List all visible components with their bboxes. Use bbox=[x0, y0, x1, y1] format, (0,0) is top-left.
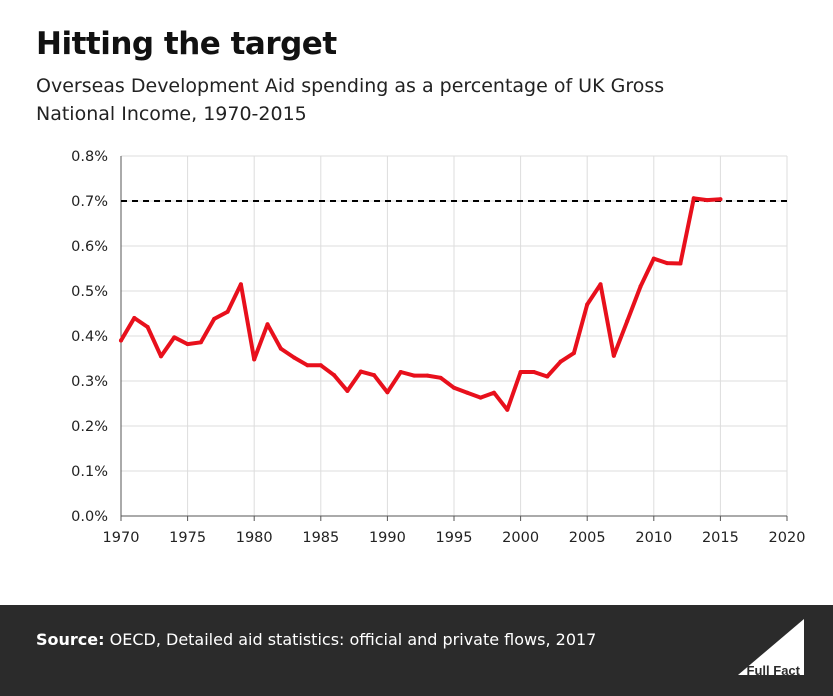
chart-title: Hitting the target bbox=[36, 26, 337, 62]
data-point bbox=[531, 370, 536, 374]
data-point bbox=[119, 338, 123, 343]
data-point bbox=[651, 256, 656, 261]
y-tick-label: 0.2% bbox=[71, 419, 108, 435]
data-point bbox=[452, 385, 456, 390]
data-point bbox=[558, 359, 563, 364]
y-tick-label: 0.4% bbox=[71, 329, 108, 345]
x-tick-label: 1995 bbox=[436, 530, 473, 546]
x-tick-label: 2005 bbox=[569, 530, 606, 546]
data-point bbox=[385, 390, 390, 395]
axes bbox=[120, 156, 788, 521]
source-label: Source: bbox=[36, 630, 105, 649]
series-layer bbox=[119, 196, 723, 412]
data-point bbox=[372, 373, 377, 378]
data-point bbox=[132, 316, 137, 320]
y-tick-label: 0.8% bbox=[71, 149, 108, 165]
full-fact-logo: Full Fact bbox=[730, 619, 804, 683]
data-point bbox=[571, 351, 576, 356]
data-point bbox=[358, 369, 363, 374]
data-point bbox=[625, 319, 630, 324]
logo-triangle-icon bbox=[738, 619, 804, 675]
data-point bbox=[665, 261, 670, 266]
line-chart: 0.0% 0.1% 0.2% 0.3% 0.4% 0.5% 0.6% 0.7% 0.8% 197… bbox=[71, 149, 806, 546]
data-point bbox=[265, 322, 270, 327]
data-point bbox=[198, 340, 203, 345]
x-tick-label: 2015 bbox=[702, 530, 739, 546]
chart-subtitle: Overseas Development Aid spending as a p… bbox=[36, 75, 665, 125]
y-tick-label: 0.0% bbox=[71, 509, 108, 525]
x-tick-label: 1980 bbox=[236, 530, 273, 546]
x-tick-label: 1975 bbox=[169, 530, 206, 546]
logo-text: Full Fact bbox=[746, 663, 800, 678]
y-tick-label: 0.6% bbox=[71, 239, 108, 255]
data-point bbox=[332, 373, 337, 378]
y-tick-label: 0.3% bbox=[71, 374, 108, 390]
data-point bbox=[305, 363, 310, 368]
y-tick-labels: 0.0% 0.1% 0.2% 0.3% 0.4% 0.5% 0.6% 0.7% 0.8% bbox=[71, 149, 108, 525]
x-tick-label: 2010 bbox=[635, 530, 672, 546]
x-tick-label: 1970 bbox=[103, 530, 140, 546]
data-point bbox=[638, 284, 643, 289]
x-tick-label: 2020 bbox=[769, 530, 806, 546]
data-point bbox=[212, 316, 217, 321]
y-tick-label: 0.5% bbox=[71, 284, 108, 300]
x-tick-label: 1985 bbox=[302, 530, 339, 546]
data-point bbox=[505, 407, 510, 412]
data-point bbox=[438, 375, 443, 380]
x-tick-label: 2000 bbox=[502, 530, 539, 546]
data-point bbox=[705, 198, 710, 203]
data-point bbox=[691, 196, 696, 201]
data-point bbox=[598, 282, 603, 287]
data-point bbox=[345, 388, 350, 393]
data-point bbox=[185, 342, 190, 347]
data-point bbox=[278, 346, 283, 351]
data-point bbox=[225, 309, 230, 314]
data-point bbox=[158, 354, 163, 359]
x-tick-labels: 1970 1975 1980 1985 1990 1995 2000 2005 2010 2015… bbox=[103, 530, 806, 546]
data-point bbox=[585, 302, 590, 307]
data-point bbox=[292, 355, 297, 360]
gridlines bbox=[121, 155, 788, 516]
data-point bbox=[425, 373, 430, 378]
series-line-0 bbox=[119, 196, 723, 412]
data-point bbox=[252, 357, 257, 362]
data-point bbox=[478, 395, 483, 400]
data-point bbox=[172, 335, 177, 340]
y-tick-label: 0.7% bbox=[71, 194, 108, 210]
x-tick-label: 1990 bbox=[369, 530, 406, 546]
data-point bbox=[678, 261, 683, 266]
data-point bbox=[611, 353, 616, 358]
data-point bbox=[465, 390, 470, 395]
data-point bbox=[398, 370, 403, 374]
y-tick-label: 0.1% bbox=[71, 464, 108, 480]
data-point bbox=[545, 374, 550, 379]
data-point bbox=[412, 373, 417, 378]
data-point bbox=[491, 390, 496, 395]
footer: Source: OECD, Detailed aid statistics: o… bbox=[0, 605, 833, 696]
data-point bbox=[318, 363, 323, 368]
source-text: OECD, Detailed aid statistics: official … bbox=[109, 630, 597, 649]
data-point bbox=[718, 197, 723, 202]
data-point bbox=[238, 282, 243, 287]
data-point bbox=[145, 325, 150, 329]
source-note: Source: OECD, Detailed aid statistics: o… bbox=[36, 630, 596, 649]
data-point bbox=[518, 370, 523, 374]
